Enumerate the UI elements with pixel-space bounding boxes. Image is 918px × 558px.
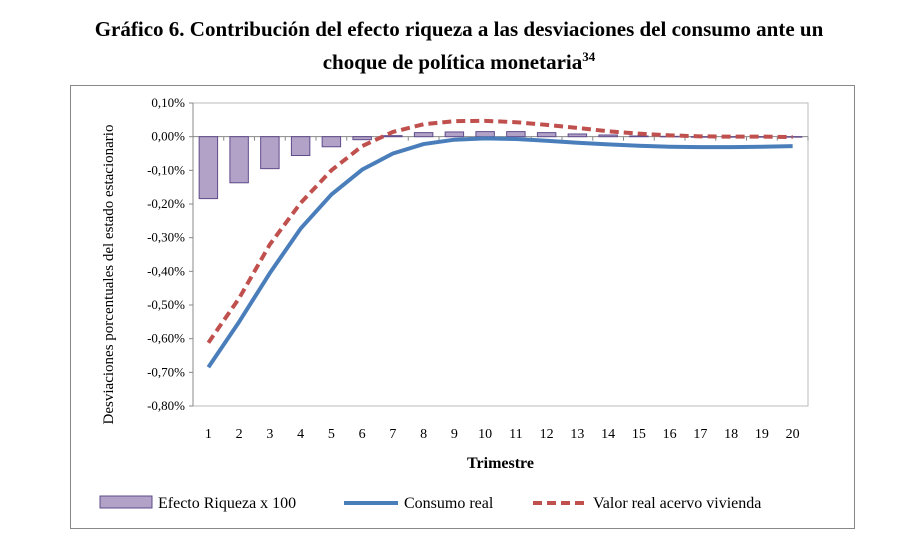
- bar: [629, 135, 649, 138]
- y-tick-label: -0,50%: [147, 297, 185, 312]
- bar: [475, 131, 495, 138]
- x-tick-label: 20: [786, 427, 800, 442]
- x-tick-label: 4: [297, 427, 304, 442]
- bar: [567, 133, 588, 138]
- x-tick-label: 15: [632, 427, 646, 442]
- x-tick-label: 14: [601, 427, 615, 442]
- chart-title: Gráfico 6. Contribución del efecto rique…: [0, 16, 918, 76]
- bar: [444, 131, 465, 138]
- x-tick-label: 9: [451, 427, 458, 442]
- x-tick-label: 6: [359, 427, 366, 442]
- bar: [536, 132, 557, 138]
- x-tick-label: 5: [328, 427, 335, 442]
- x-tick-label: 12: [540, 427, 554, 442]
- line-consumo-real: [206, 136, 793, 369]
- y-tick-label: -0,60%: [147, 331, 185, 346]
- x-tick-label: 7: [389, 427, 396, 442]
- bar: [506, 131, 526, 138]
- title-footnote: 34: [582, 49, 596, 64]
- x-tick-label: 2: [236, 427, 243, 442]
- x-tick-label: 17: [693, 427, 707, 442]
- y-tick-label: -0,10%: [147, 162, 185, 177]
- x-tick-label: 13: [570, 427, 584, 442]
- legend-label: Efecto Riqueza x 100: [158, 495, 296, 512]
- y-tick-label: -0,80%: [147, 398, 185, 413]
- x-tick-label: 3: [266, 427, 273, 442]
- bar: [229, 136, 249, 184]
- bar: [290, 136, 311, 157]
- y-tick-label: 0,00%: [151, 129, 185, 144]
- bar: [352, 136, 372, 141]
- y-axis-label: Desviaciones porcentuales del estado est…: [101, 125, 117, 425]
- legend: Efecto Riqueza x 100 Consumo real Valor re…: [99, 495, 761, 512]
- bar: [260, 136, 280, 170]
- bar: [383, 135, 403, 138]
- x-tick-label: 18: [724, 427, 738, 442]
- bar: [198, 136, 219, 200]
- y-tick-label: -0,20%: [147, 196, 185, 211]
- legend-label: Valor real acervo vivienda: [593, 495, 761, 512]
- x-tick-label: 10: [478, 427, 492, 442]
- legend-swatch-bar: [99, 495, 153, 509]
- y-tick-label: -0,40%: [147, 263, 185, 278]
- x-tick-label: 19: [755, 427, 769, 442]
- legend-label: Consumo real: [404, 495, 494, 512]
- x-axis-label: Trimestre: [467, 455, 534, 472]
- y-tick-label: -0,30%: [147, 230, 185, 245]
- title-line-1: Gráfico 6. Contribución del efecto rique…: [94, 17, 824, 41]
- bar: [321, 136, 342, 148]
- bar: [598, 134, 618, 138]
- x-tick-label: 11: [509, 427, 522, 442]
- x-tick-label: 8: [420, 427, 427, 442]
- y-tick-label: 0,10%: [151, 95, 185, 110]
- title-line-2: choque de política monetaria: [322, 50, 583, 74]
- x-tick-label: 16: [663, 427, 677, 442]
- y-tick-label: -0,70%: [147, 364, 185, 379]
- x-tick-label: 1: [205, 427, 212, 442]
- chart-frame: [70, 85, 855, 529]
- line-valor-real-acervo-vivienda: [206, 118, 793, 344]
- bar: [413, 132, 434, 138]
